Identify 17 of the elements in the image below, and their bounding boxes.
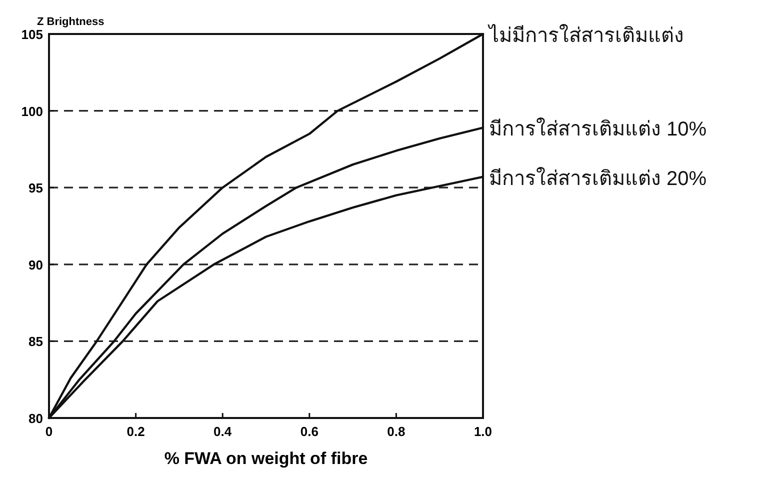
ytick: 100: [21, 104, 43, 119]
series-label: มีการใส่สารเติมแต่ง 10%: [489, 118, 707, 141]
xlabel: % FWA on weight of fibre: [164, 449, 368, 468]
ytick: 85: [28, 334, 43, 350]
ytick: 90: [28, 257, 43, 272]
ytick: 95: [28, 180, 43, 196]
xtick: 0.8: [387, 424, 406, 439]
ytick: 105: [21, 27, 43, 42]
xtick: 0.4: [214, 424, 232, 439]
series-label: ไม่มีการใส่สารเติมแต่ง: [489, 25, 684, 47]
xtick: 0: [45, 424, 53, 439]
series-label: มีการใส่สารเติมแต่ง 20%: [489, 168, 707, 190]
ytick: 80: [28, 411, 43, 426]
xtick: 0.6: [300, 424, 318, 439]
ylabel: Z Brightness: [37, 16, 104, 28]
xtick: 1.0: [474, 424, 492, 439]
xtick: 0.2: [126, 424, 145, 439]
